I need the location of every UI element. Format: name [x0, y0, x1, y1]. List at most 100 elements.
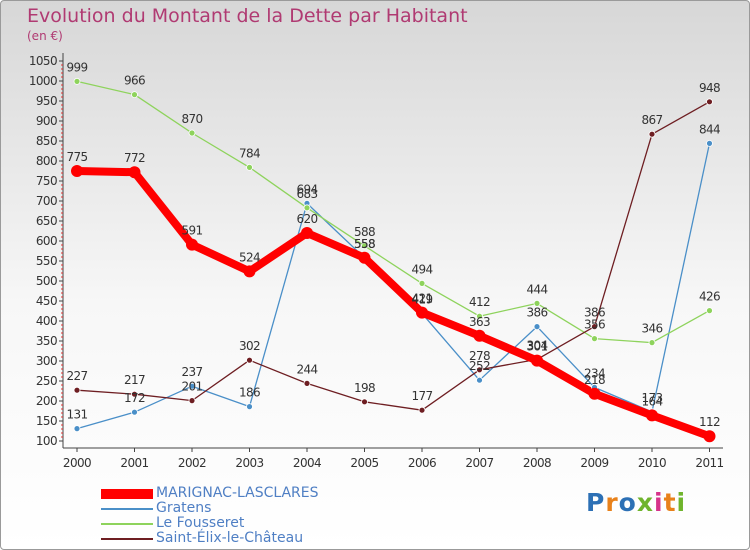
- data-point: [418, 279, 426, 287]
- data-point: [246, 356, 253, 364]
- data-point: [706, 307, 713, 315]
- data-point: [473, 329, 486, 342]
- y-tick-label: 100: [36, 434, 57, 448]
- data-point: [588, 387, 601, 400]
- data-label: 302: [239, 339, 260, 353]
- y-tick-label: 450: [36, 294, 57, 308]
- y-tick-label: 300: [36, 354, 57, 368]
- legend-swatch: [101, 523, 153, 525]
- data-point: [301, 227, 313, 239]
- data-point: [476, 312, 483, 320]
- data-label: 999: [66, 60, 87, 74]
- data-label: 301: [526, 340, 547, 354]
- data-point: [648, 339, 656, 347]
- legend-swatch: [101, 508, 153, 510]
- data-label: 177: [411, 389, 432, 403]
- data-point: [188, 129, 196, 137]
- series-line: [73, 167, 714, 441]
- data-label: 356: [584, 318, 605, 332]
- data-point: [186, 238, 198, 251]
- data-label: 620: [296, 212, 317, 226]
- y-tick-label: 500: [36, 274, 57, 288]
- data-point: [246, 403, 253, 411]
- data-point: [131, 91, 138, 98]
- legend-label: MARIGNAC-LASCLARES: [156, 485, 319, 501]
- data-label: 870: [181, 112, 202, 126]
- data-label: 591: [181, 224, 202, 238]
- data-label: 346: [641, 322, 662, 336]
- data-point: [71, 165, 83, 177]
- data-point: [73, 425, 81, 433]
- data-label: 683: [296, 187, 317, 201]
- data-label: 444: [526, 282, 547, 296]
- data-point: [646, 409, 658, 422]
- data-label: 164: [641, 394, 662, 408]
- data-point: [703, 430, 716, 443]
- data-label: 234: [584, 366, 605, 380]
- logo-letter: x: [636, 488, 654, 517]
- data-point: [131, 390, 138, 398]
- data-point: [73, 78, 81, 85]
- y-tick-label: 800: [36, 154, 57, 168]
- data-label: 186: [239, 386, 260, 400]
- y-tick-label: 650: [36, 214, 57, 228]
- data-label: 386: [526, 306, 547, 320]
- data-point: [648, 130, 656, 138]
- logo-letter: o: [618, 488, 637, 517]
- x-tick-label: 2002: [178, 456, 206, 470]
- logo-letter: i: [676, 488, 687, 517]
- data-point: [303, 204, 311, 212]
- series-line: [76, 80, 711, 344]
- data-label: 421: [411, 292, 432, 306]
- data-label: 419: [411, 292, 432, 306]
- data-label: 201: [181, 380, 202, 394]
- y-tick-label: 850: [36, 134, 57, 148]
- data-point: [591, 323, 598, 331]
- data-point: [533, 299, 541, 307]
- data-label: 244: [296, 362, 317, 376]
- data-points: [71, 78, 716, 443]
- data-point: [188, 382, 196, 390]
- data-point: [416, 306, 428, 319]
- data-label: 198: [354, 381, 375, 395]
- y-tick-label: 200: [36, 394, 57, 408]
- data-point: [476, 366, 483, 374]
- x-tick-label: 2008: [523, 456, 551, 470]
- y-tick-label: 550: [36, 254, 57, 268]
- data-point: [131, 408, 138, 416]
- data-label: 386: [584, 306, 605, 320]
- data-point: [303, 379, 311, 387]
- legend-label: Gratens: [156, 500, 212, 516]
- legend-swatch: [101, 538, 153, 540]
- x-tick-label: 2003: [235, 456, 263, 470]
- data-point: [358, 251, 371, 264]
- data-point: [361, 242, 368, 250]
- chart-unit: (en €): [27, 29, 63, 43]
- data-point: [73, 386, 81, 394]
- data-label: 412: [469, 295, 490, 309]
- logo-letter: t: [663, 488, 677, 517]
- x-tick-label: 2004: [293, 456, 321, 470]
- y-tick-label: 700: [36, 194, 57, 208]
- logo-letter: i: [654, 488, 664, 517]
- legend-swatch: [101, 489, 153, 499]
- data-label: 227: [66, 369, 87, 383]
- x-tick-label: 2010: [638, 456, 666, 470]
- data-point: [706, 139, 713, 147]
- data-label: 131: [66, 408, 87, 422]
- x-tick-label: 2007: [465, 456, 493, 470]
- y-tick-label: 750: [36, 174, 57, 188]
- y-tick-label: 900: [36, 114, 57, 128]
- x-tick-label: 2001: [120, 456, 148, 470]
- data-label: 252: [469, 359, 490, 373]
- data-label: 363: [469, 315, 490, 329]
- data-label: 558: [354, 237, 375, 251]
- y-tick-label: 950: [36, 94, 57, 108]
- data-label: 173: [641, 391, 662, 405]
- data-point: [591, 335, 598, 343]
- data-label: 112: [699, 415, 720, 429]
- data-label: 494: [411, 262, 432, 276]
- data-label: 558: [354, 237, 375, 251]
